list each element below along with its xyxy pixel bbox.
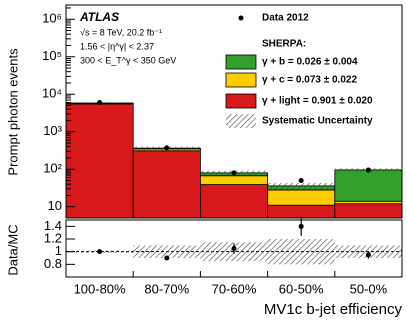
- y-tick-label: 1.4: [44, 218, 62, 233]
- data-point: [164, 145, 170, 151]
- atlas-label: ATLAS: [79, 10, 119, 24]
- plot-frame: [65, 4, 403, 219]
- data-point: [298, 178, 304, 184]
- y-tick-label: 10⁴: [42, 86, 62, 101]
- legend-label: γ + b = 0.026 ± 0.004: [262, 57, 358, 68]
- syst-band: [133, 245, 201, 258]
- syst-band: [267, 182, 335, 190]
- y-tick-label: 10²: [43, 161, 62, 176]
- legend-band: [226, 114, 256, 128]
- y-tick-label: 10: [48, 198, 62, 213]
- legend-marker: [238, 15, 244, 21]
- y-tick-label: 10⁶: [42, 11, 62, 26]
- legend-swatch: [225, 72, 257, 88]
- data-point: [231, 170, 237, 176]
- legend-swatch: [225, 93, 257, 109]
- bar-segment: [65, 103, 134, 219]
- bar-segment: [334, 169, 403, 202]
- bar-segment: [267, 189, 336, 206]
- annotation: 300 < E_T^γ < 350 GeV: [80, 55, 176, 65]
- x-tick-label: 100-80%: [74, 281, 126, 296]
- y-tick-label: 10³: [43, 123, 62, 138]
- y-tick-label: 1: [55, 243, 62, 258]
- y-tick-label: 0.8: [44, 256, 62, 271]
- x-tick-label: 70-60%: [212, 281, 257, 296]
- syst-band: [267, 239, 335, 265]
- annotation: √s = 8 TeV, 20.2 fb⁻¹: [80, 27, 162, 37]
- legend-title: SHERPA:: [262, 39, 306, 50]
- data-point: [298, 223, 304, 229]
- bar-segment: [267, 204, 336, 219]
- legend-label: Data 2012: [262, 13, 309, 24]
- legend-swatch: [225, 54, 257, 70]
- data-point: [231, 246, 237, 251]
- x-tick-label: 60-50%: [279, 281, 324, 296]
- data-point: [164, 255, 170, 261]
- data-point: [97, 100, 103, 106]
- y-tick-label: 1.2: [44, 230, 62, 245]
- data-point: [97, 249, 103, 255]
- ratio-axis-label: Data/MC: [5, 224, 20, 275]
- y-tick-label: 10⁵: [42, 48, 62, 63]
- bar-segment: [334, 203, 403, 219]
- data-point: [365, 252, 371, 258]
- data-point: [365, 167, 371, 173]
- legend-label: γ + light = 0.901 ± 0.020: [262, 96, 373, 107]
- y-axis-label: Prompt photon events: [5, 48, 20, 176]
- x-tick-label: 50-0%: [350, 281, 388, 296]
- bar-segment: [132, 150, 201, 219]
- bar-segment: [199, 184, 268, 219]
- annotation: 1.56 < |η^γ| < 2.37: [80, 41, 154, 51]
- legend-label: γ + c = 0.073 ± 0.022: [262, 75, 357, 86]
- ratio-frame: [65, 219, 403, 278]
- x-axis-label: MV1c b-jet efficiency: [264, 301, 403, 318]
- legend-label: Systematic Uncertainty: [262, 116, 373, 127]
- x-tick-label: 80-70%: [144, 281, 189, 296]
- bar-segment: [199, 175, 268, 185]
